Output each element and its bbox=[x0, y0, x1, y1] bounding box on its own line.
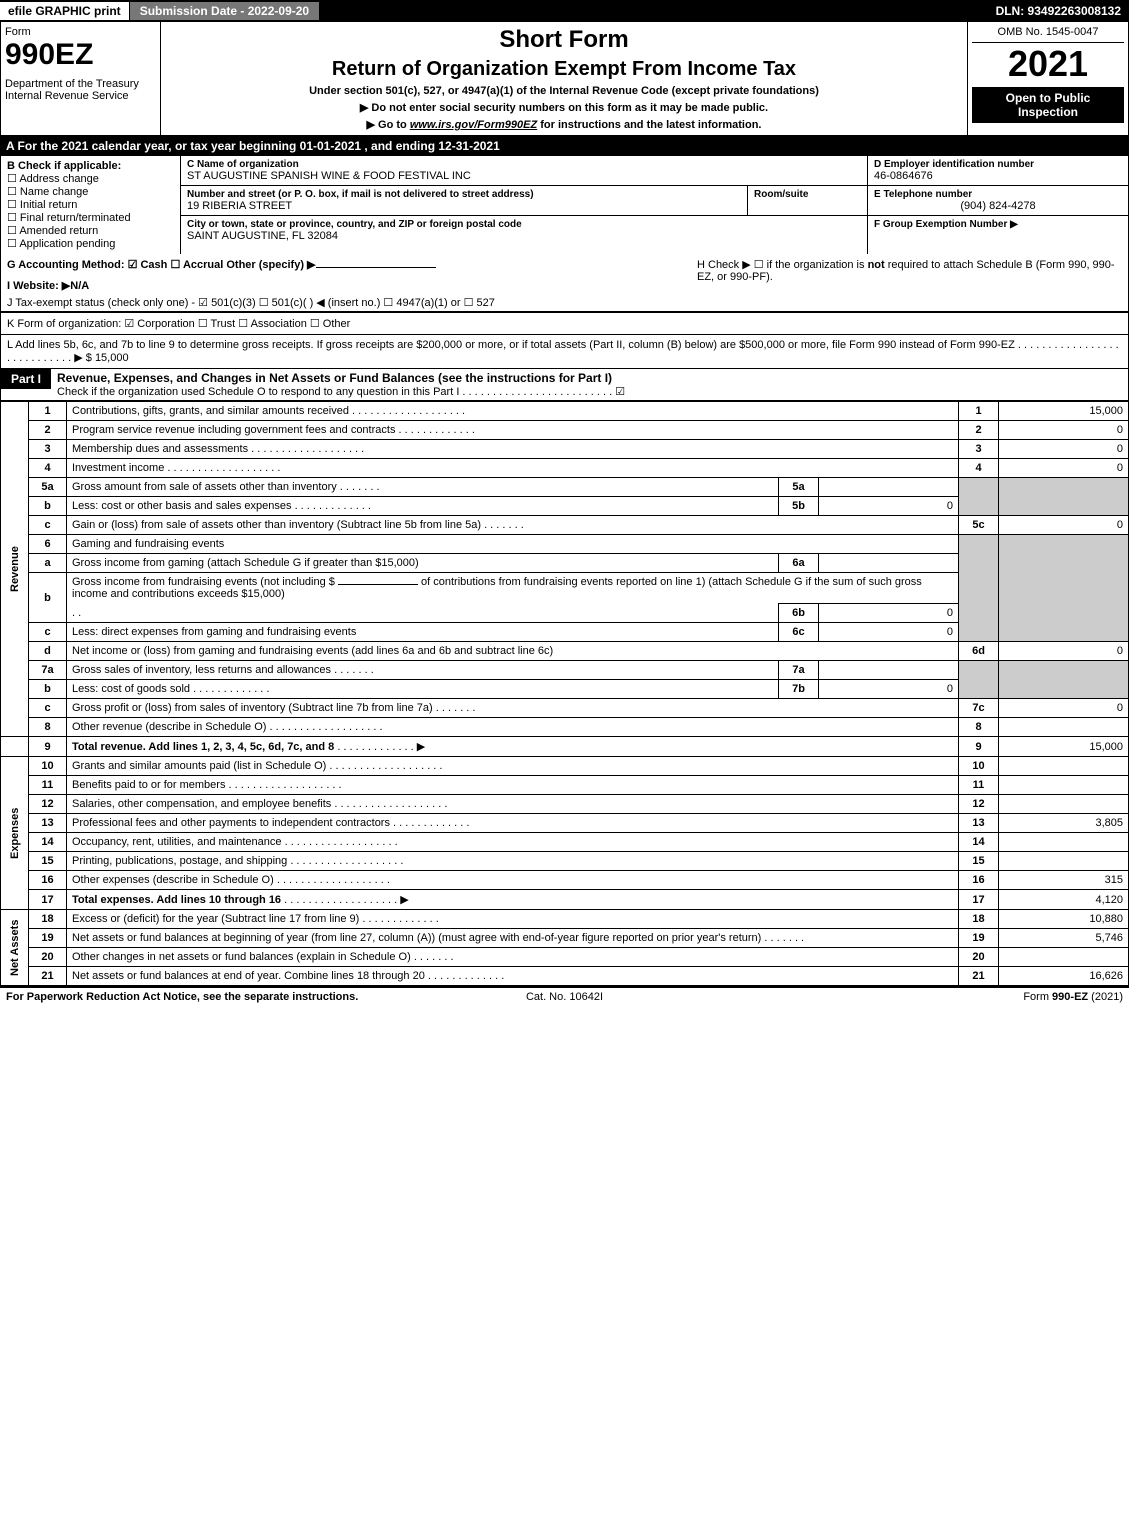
paperwork-notice: For Paperwork Reduction Act Notice, see … bbox=[6, 991, 378, 1003]
department: Department of the Treasury Internal Reve… bbox=[5, 78, 156, 102]
header-row: Form 990EZ Department of the Treasury In… bbox=[0, 22, 1129, 136]
efile-label: efile GRAPHIC print bbox=[0, 2, 129, 20]
org-name: ST AUGUSTINE SPANISH WINE & FOOD FESTIVA… bbox=[187, 170, 861, 182]
lines-table: Revenue 1 Contributions, gifts, grants, … bbox=[0, 401, 1129, 986]
goto-line: ▶ Go to www.irs.gov/Form990EZ for instru… bbox=[169, 118, 959, 131]
col-d-ids: D Employer identification number 46-0864… bbox=[868, 156, 1128, 254]
side-expenses: Expenses bbox=[1, 757, 29, 910]
room-hdr: Room/suite bbox=[754, 189, 861, 200]
city-hdr: City or town, state or province, country… bbox=[187, 219, 861, 230]
line-1-val: 15,000 bbox=[999, 402, 1129, 421]
check-if-applicable: B Check if applicable: bbox=[7, 160, 174, 172]
street-hdr: Number and street (or P. O. box, if mail… bbox=[187, 189, 741, 200]
ein: 46-0864676 bbox=[874, 170, 1122, 182]
website-value: N/A bbox=[70, 280, 89, 292]
form-word: Form bbox=[5, 26, 156, 38]
footer-row: For Paperwork Reduction Act Notice, see … bbox=[0, 986, 1129, 1006]
chk-amended-return[interactable]: Amended return bbox=[7, 224, 174, 237]
public-inspection-badge: Open to Public Inspection bbox=[972, 87, 1124, 123]
row-a-period: A For the 2021 calendar year, or tax yea… bbox=[0, 136, 1129, 156]
short-form-title: Short Form bbox=[169, 26, 959, 54]
tax-exempt-status: J Tax-exempt status (check only one) - ☑… bbox=[7, 296, 687, 309]
side-net-assets: Net Assets bbox=[1, 910, 29, 986]
tax-year: 2021 bbox=[972, 43, 1124, 85]
line-1-desc: Contributions, gifts, grants, and simila… bbox=[67, 402, 959, 421]
group-exemption-hdr: F Group Exemption Number ▶ bbox=[874, 219, 1122, 230]
col-b-checkboxes: B Check if applicable: Address change Na… bbox=[1, 156, 181, 254]
chk-address-change[interactable]: Address change bbox=[7, 172, 174, 185]
chk-application-pending[interactable]: Application pending bbox=[7, 237, 174, 250]
col-c-org: C Name of organization ST AUGUSTINE SPAN… bbox=[181, 156, 868, 254]
website-line: I Website: ▶N/A bbox=[7, 279, 687, 292]
under-section: Under section 501(c), 527, or 4947(a)(1)… bbox=[169, 85, 959, 97]
submission-date: Submission Date - 2022-09-20 bbox=[129, 2, 319, 20]
accounting-method: G Accounting Method: ☑ Cash ☐ Accrual Ot… bbox=[7, 258, 687, 271]
part-i-header: Part I Revenue, Expenses, and Changes in… bbox=[0, 369, 1129, 401]
dln: DLN: 93492263008132 bbox=[996, 4, 1129, 18]
form-990ez-page: efile GRAPHIC print Submission Date - 20… bbox=[0, 0, 1129, 1006]
part-i-tag: Part I bbox=[1, 369, 51, 389]
row-k-org-form: K Form of organization: ☑ Corporation ☐ … bbox=[0, 312, 1129, 335]
form-number: 990EZ bbox=[5, 38, 156, 72]
tel-hdr: E Telephone number bbox=[874, 189, 1122, 200]
omb-number: OMB No. 1545-0047 bbox=[972, 26, 1124, 43]
top-bar: efile GRAPHIC print Submission Date - 20… bbox=[0, 0, 1129, 22]
header-entity-grid: B Check if applicable: Address change Na… bbox=[0, 156, 1129, 254]
form-footer: Form 990-EZ (2021) bbox=[751, 991, 1123, 1003]
irs-link[interactable]: www.irs.gov/Form990EZ bbox=[410, 119, 537, 131]
line-1-num: 1 bbox=[29, 402, 67, 421]
part-i-title: Revenue, Expenses, and Changes in Net As… bbox=[57, 371, 612, 385]
telephone: (904) 824-4278 bbox=[874, 200, 1122, 212]
chk-initial-return[interactable]: Initial return bbox=[7, 198, 174, 211]
part-i-check: Check if the organization used Schedule … bbox=[57, 386, 625, 398]
schedule-b-check: H Check ▶ ☐ if the organization is not r… bbox=[697, 258, 1122, 283]
row-l-gross-receipts: L Add lines 5b, 6c, and 7b to line 9 to … bbox=[0, 335, 1129, 369]
chk-final-return[interactable]: Final return/terminated bbox=[7, 211, 174, 224]
line-1-rnum: 1 bbox=[959, 402, 999, 421]
side-revenue: Revenue bbox=[1, 402, 29, 737]
ssn-warning: ▶ Do not enter social security numbers o… bbox=[169, 101, 959, 114]
line-2-num: 2 bbox=[29, 421, 67, 440]
org-name-hdr: C Name of organization bbox=[187, 159, 861, 170]
section-ghij: G Accounting Method: ☑ Cash ☐ Accrual Ot… bbox=[0, 254, 1129, 312]
chk-name-change[interactable]: Name change bbox=[7, 185, 174, 198]
cat-number: Cat. No. 10642I bbox=[378, 991, 750, 1003]
main-title: Return of Organization Exempt From Incom… bbox=[169, 58, 959, 81]
city: SAINT AUGUSTINE, FL 32084 bbox=[187, 230, 861, 242]
ein-hdr: D Employer identification number bbox=[874, 159, 1122, 170]
street: 19 RIBERIA STREET bbox=[187, 200, 741, 212]
